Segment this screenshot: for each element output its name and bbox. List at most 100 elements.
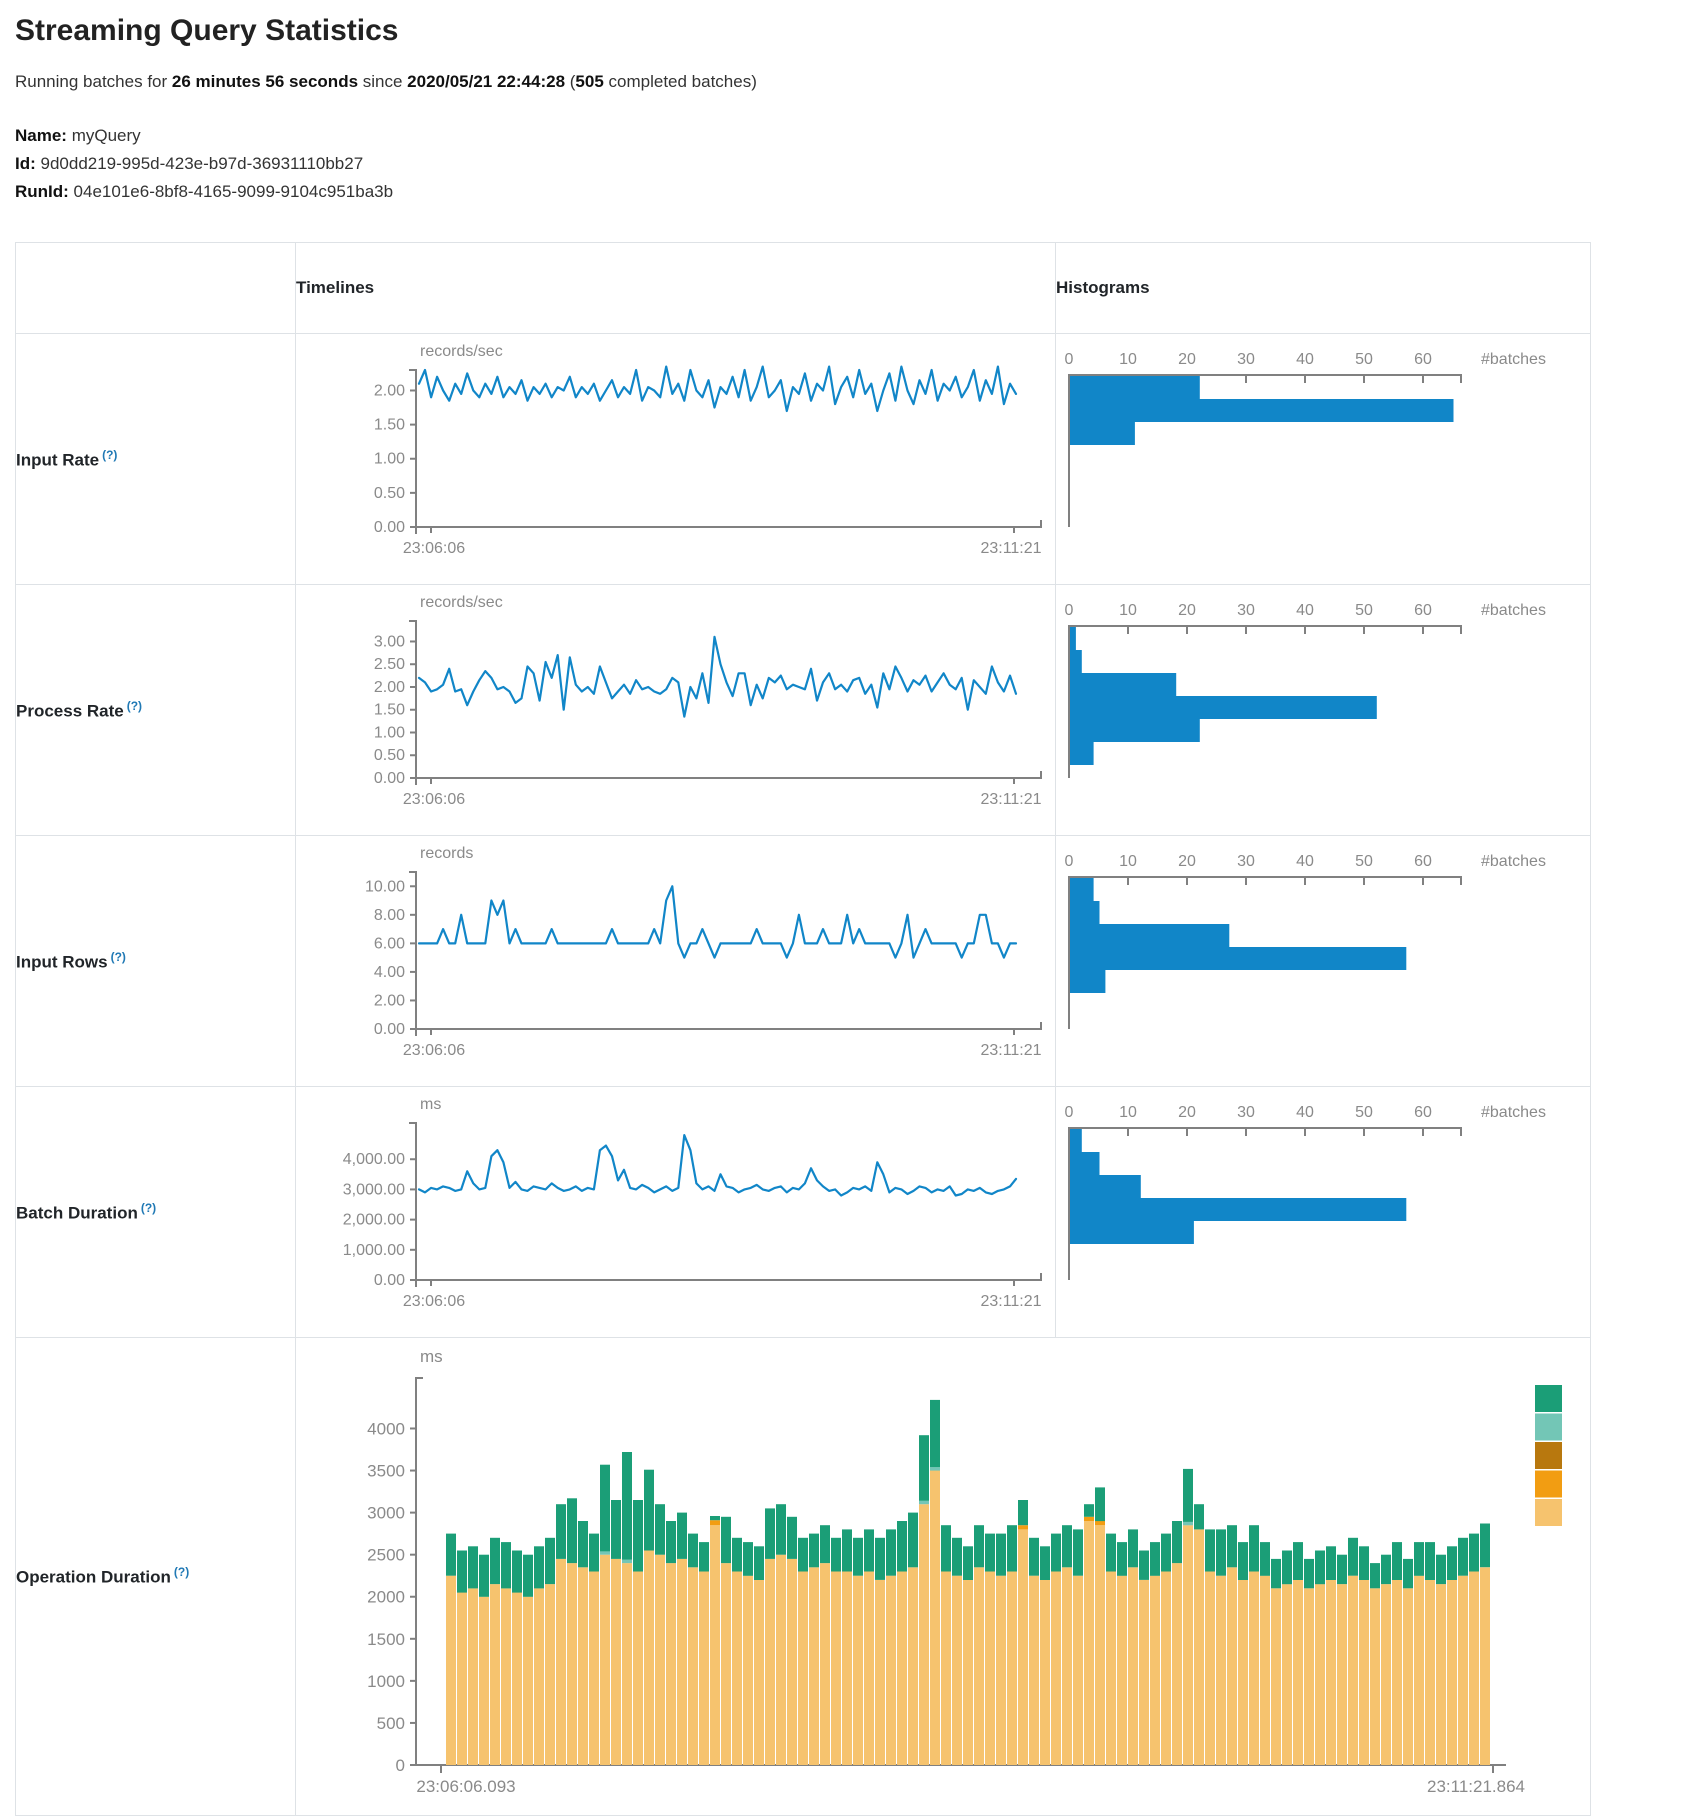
since-word: since	[358, 72, 408, 91]
process-rate-histogram-cell: 0 10 20 30 40 50 60 #batches	[1055, 584, 1591, 836]
batch-duration-timeline-cell: ms 0.00 1,000.00 2,000.00 3,000.00 4,000.00 23…	[295, 1086, 1056, 1338]
svg-text:23:11:21: 23:11:21	[980, 1042, 1041, 1059]
batch-duration-row: Batch Duration (?) ms 0.00 1,000.00 2,000.00…	[15, 1086, 1591, 1338]
svg-text:20: 20	[1178, 853, 1196, 870]
svg-text:40: 40	[1296, 853, 1314, 870]
svg-text:30: 30	[1237, 602, 1255, 619]
query-name-value: myQuery	[66, 126, 141, 145]
process-rate-row: Process Rate (?) records/sec 0.00 0.50 1.00 1…	[15, 584, 1591, 836]
operation-duration-chart: ms 0 500 1000 1500 2000 2500 3000 3500 4000 23:06:…	[367, 1347, 1562, 1796]
query-name-label: Name:	[15, 126, 67, 145]
svg-text:23:06:06: 23:06:06	[403, 1293, 465, 1310]
svg-text:#batches: #batches	[1481, 602, 1546, 619]
svg-text:50: 50	[1355, 853, 1373, 870]
svg-text:3000: 3000	[367, 1504, 405, 1523]
svg-text:2,000.00: 2,000.00	[343, 1212, 405, 1229]
svg-text:40: 40	[1296, 1104, 1314, 1121]
legend-swatch	[1535, 1499, 1562, 1526]
input-rows-histogram-cell: 0 10 20 30 40 50 60 #batches	[1055, 835, 1591, 1087]
svg-text:0: 0	[1065, 351, 1074, 368]
svg-text:30: 30	[1237, 853, 1255, 870]
input-rate-histogram-chart: 0 10 20 30 40 50 60 #batches	[1065, 351, 1546, 527]
process-rate-histogram-chart: 0 10 20 30 40 50 60 #batches	[1065, 602, 1546, 778]
svg-text:23:06:06: 23:06:06	[403, 1042, 465, 1059]
svg-text:1.00: 1.00	[374, 724, 405, 741]
legend-swatch	[1535, 1470, 1562, 1498]
input-rows-timeline-cell: records 0.00 2.00 4.00 6.00 8.00 10.00 23:06:06…	[295, 835, 1056, 1087]
row-label-input-rows: Input Rows (?)	[15, 835, 296, 1087]
empty-header-cell	[15, 242, 296, 334]
process-rate-timeline-cell: records/sec 0.00 0.50 1.00 1.50 2.00 2.50 3.00 2…	[295, 584, 1056, 836]
svg-text:23:11:21.864: 23:11:21.864	[1427, 1777, 1525, 1796]
input-rate-timeline-chart: records/sec 0.00 0.50 1.00 1.50 2.00 23:06:06 2…	[374, 343, 1042, 557]
input-rows-label: Input Rows	[16, 952, 108, 972]
svg-text:10: 10	[1119, 351, 1137, 368]
svg-text:3,000.00: 3,000.00	[343, 1181, 405, 1198]
start-time: 2020/05/21 22:44:28	[407, 72, 566, 91]
input-rows-help-icon[interactable]: (?)	[110, 949, 126, 964]
svg-text:0.00: 0.00	[374, 1021, 405, 1038]
svg-text:#batches: #batches	[1481, 351, 1546, 368]
query-runid-line: RunId: 04e101e6-8bf8-4165-9099-9104c951b…	[15, 178, 1693, 206]
svg-text:23:06:06: 23:06:06	[403, 791, 465, 808]
batch-duration-timeline-chart: ms 0.00 1,000.00 2,000.00 3,000.00 4,000.00 23…	[343, 1096, 1042, 1310]
batch-duration-help-icon[interactable]: (?)	[140, 1200, 157, 1215]
svg-text:60: 60	[1414, 602, 1432, 619]
svg-text:50: 50	[1355, 602, 1373, 619]
svg-text:40: 40	[1296, 351, 1314, 368]
completed-suffix: completed batches)	[603, 72, 757, 91]
svg-text:records/sec: records/sec	[420, 594, 503, 611]
svg-text:2500: 2500	[367, 1546, 405, 1565]
svg-text:2.50: 2.50	[374, 656, 405, 673]
process-rate-help-icon[interactable]: (?)	[126, 698, 143, 713]
input-rows-row: Input Rows (?) records 0.00 2.00 4.00 6.00 8.0…	[15, 835, 1591, 1087]
svg-text:60: 60	[1414, 1104, 1432, 1121]
svg-text:20: 20	[1178, 351, 1196, 368]
legend-swatch	[1535, 1385, 1562, 1412]
svg-text:0.00: 0.00	[374, 519, 405, 536]
input-rate-row: Input Rate (?) records/sec 0.00 0.50 1.00 1.5…	[15, 333, 1591, 585]
process-rate-timeline-chart: records/sec 0.00 0.50 1.00 1.50 2.00 2.50 3.00 2…	[374, 594, 1042, 808]
input-rate-timeline-cell: records/sec 0.00 0.50 1.00 1.50 2.00 23:06:06 2…	[295, 333, 1056, 585]
svg-text:3500: 3500	[367, 1462, 405, 1481]
batch-duration-label: Batch Duration	[16, 1203, 138, 1223]
svg-text:0: 0	[1065, 1104, 1074, 1121]
row-label-input-rate: Input Rate (?)	[15, 333, 296, 585]
query-runid-label: RunId:	[15, 182, 69, 201]
query-id-label: Id:	[15, 154, 36, 173]
svg-text:4000: 4000	[367, 1419, 405, 1438]
svg-text:23:06:06.093: 23:06:06.093	[416, 1777, 515, 1796]
batch-duration-histogram-chart: 0 10 20 30 40 50 60 #batches	[1065, 1104, 1546, 1280]
query-id-value: 9d0dd219-995d-423e-b97d-36931110bb27	[35, 154, 364, 173]
svg-text:0.50: 0.50	[374, 485, 405, 502]
input-rate-help-icon[interactable]: (?)	[102, 447, 118, 462]
input-rows-timeline-chart: records 0.00 2.00 4.00 6.00 8.00 10.00 23:06:06…	[365, 845, 1042, 1059]
batch-duration-histogram-cell: 0 10 20 30 40 50 60 #batches	[1055, 1086, 1591, 1338]
svg-text:3.00: 3.00	[374, 633, 405, 650]
operation-duration-row: Operation Duration (?) ms 0 500 1000 1500 2000…	[15, 1337, 1591, 1816]
svg-text:10.00: 10.00	[365, 878, 405, 895]
process-rate-label: Process Rate	[16, 701, 124, 721]
svg-text:0: 0	[1065, 602, 1074, 619]
svg-text:10: 10	[1119, 853, 1137, 870]
completed-count: 505	[575, 72, 604, 91]
histograms-header: Histograms	[1055, 242, 1591, 334]
svg-text:1.50: 1.50	[374, 702, 405, 719]
svg-text:2.00: 2.00	[374, 679, 405, 696]
svg-text:2.00: 2.00	[374, 382, 405, 399]
svg-text:4,000.00: 4,000.00	[343, 1151, 405, 1168]
input-rate-label: Input Rate	[16, 450, 100, 470]
svg-text:20: 20	[1178, 602, 1196, 619]
query-meta: Name: myQuery Id: 9d0dd219-995d-423e-b97…	[15, 122, 1693, 206]
operation-duration-help-icon[interactable]: (?)	[173, 1565, 190, 1580]
svg-text:1500: 1500	[367, 1630, 405, 1649]
svg-text:500: 500	[377, 1714, 405, 1733]
svg-text:1000: 1000	[367, 1672, 405, 1691]
query-name-line: Name: myQuery	[15, 122, 1693, 150]
input-rows-histogram-chart: 0 10 20 30 40 50 60 #batches	[1065, 853, 1546, 1029]
running-summary: Running batches for 26 minutes 56 second…	[15, 72, 1693, 92]
svg-text:2000: 2000	[367, 1588, 405, 1607]
operation-duration-label: Operation Duration	[16, 1567, 171, 1587]
svg-text:10: 10	[1119, 1104, 1137, 1121]
stats-table: Timelines Histograms Input Rate (?) recor…	[15, 242, 1591, 1816]
